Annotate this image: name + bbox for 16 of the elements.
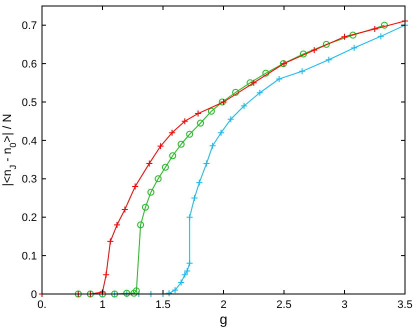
x-tick-label: 2: [220, 299, 227, 311]
y-tick-label: 0.7: [22, 20, 37, 32]
x-tick-label: 3: [341, 299, 348, 311]
y-tick-label: 0.6: [22, 58, 37, 70]
x-tick-label: 0.: [37, 299, 47, 311]
y-tick-label: 0.4: [22, 135, 37, 148]
x-tick-label: 3.5: [397, 299, 413, 311]
x-tick-label: 1: [99, 299, 106, 311]
x-axis-title: g: [220, 311, 228, 327]
x-tick-label: 1.5: [155, 299, 171, 311]
y-tick-label: 0: [30, 288, 37, 301]
y-tick-label: 0.1: [22, 250, 37, 262]
x-tick-label: 2.5: [276, 299, 292, 311]
y-tick-label: 0.2: [22, 212, 37, 224]
y-tick-label: 0.5: [22, 96, 37, 109]
y-tick-label: 0.3: [22, 174, 37, 186]
